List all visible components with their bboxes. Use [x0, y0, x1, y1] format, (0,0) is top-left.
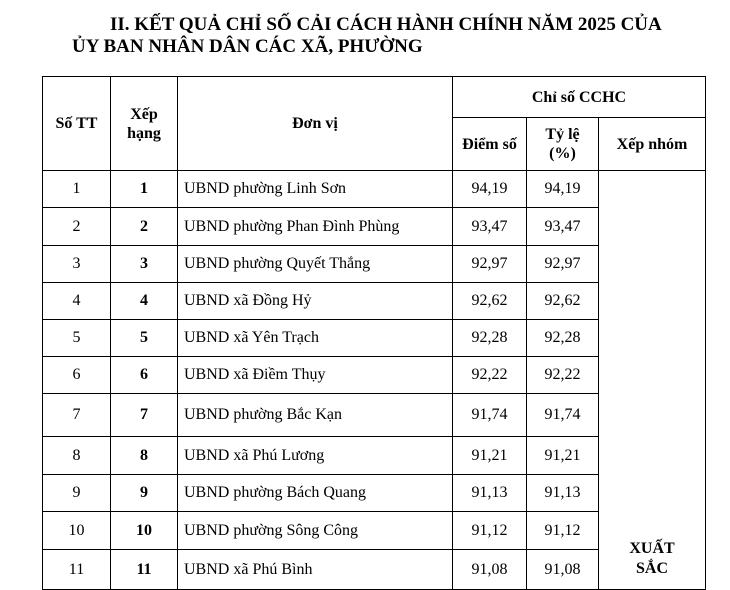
score-cell: 91,08	[452, 549, 527, 590]
ratio-cell: 91,12	[526, 511, 599, 550]
rank-cell: 7	[110, 393, 178, 437]
header-index-group: Chỉ số CCHC	[452, 76, 706, 118]
ratio-cell: 94,19	[526, 170, 599, 208]
stt-cell: 8	[42, 436, 111, 475]
header-group: Xếp nhóm	[598, 117, 706, 171]
ratio-cell: 91,13	[526, 474, 599, 512]
rank-cell: 1	[110, 170, 178, 208]
score-cell: 92,22	[452, 356, 527, 394]
score-cell: 91,12	[452, 511, 527, 550]
score-cell: 91,13	[452, 474, 527, 512]
ratio-cell: 91,74	[526, 393, 599, 437]
table-row: 5 5 UBND xã Yên Trạch 92,28 92,28	[42, 319, 706, 357]
stt-cell: 3	[42, 245, 111, 283]
score-cell: 92,97	[452, 245, 527, 283]
table-row: 7 7 UBND phường Bắc Kạn 91,74 91,74	[42, 393, 706, 437]
ratio-cell: 91,08	[526, 549, 599, 590]
stt-cell: 10	[42, 511, 111, 550]
unit-cell: UBND xã Đồng Hỷ	[177, 282, 453, 320]
unit-cell: UBND phường Phan Đình Phùng	[177, 207, 453, 246]
group-cell: XUẤT SẮC	[598, 170, 706, 590]
ratio-cell: 92,97	[526, 245, 599, 283]
rank-cell: 8	[110, 436, 178, 475]
ratio-cell: 92,22	[526, 356, 599, 394]
ratio-cell: 92,28	[526, 319, 599, 357]
table-row: 10 10 UBND phường Sông Công 91,12 91,12	[42, 511, 706, 550]
score-cell: 93,47	[452, 207, 527, 246]
score-cell: 92,28	[452, 319, 527, 357]
results-table: Số TT Xếp hạng Đơn vị Chỉ số CCHC Điểm s…	[42, 76, 706, 590]
rank-cell: 4	[110, 282, 178, 320]
rank-cell: 11	[110, 549, 178, 590]
stt-cell: 6	[42, 356, 111, 394]
stt-cell: 5	[42, 319, 111, 357]
unit-cell: UBND phường Bách Quang	[177, 474, 453, 512]
rank-cell: 5	[110, 319, 178, 357]
rank-cell: 3	[110, 245, 178, 283]
rank-cell: 6	[110, 356, 178, 394]
unit-cell: UBND phường Quyết Thắng	[177, 245, 453, 283]
header-stt: Số TT	[42, 76, 111, 171]
ratio-cell: 92,62	[526, 282, 599, 320]
table-row: 1 1 UBND phường Linh Sơn 94,19 94,19 XUẤT SẮC	[42, 170, 706, 590]
ratio-cell: 91,21	[526, 436, 599, 475]
unit-cell: UBND xã Yên Trạch	[177, 319, 453, 357]
unit-cell: UBND phường Linh Sơn	[177, 170, 453, 208]
stt-cell: 1	[42, 170, 111, 208]
ratio-cell: 93,47	[526, 207, 599, 246]
stt-cell: 9	[42, 474, 111, 512]
rank-cell: 9	[110, 474, 178, 512]
rank-cell: 2	[110, 207, 178, 246]
score-cell: 91,74	[452, 393, 527, 437]
stt-cell: 7	[42, 393, 111, 437]
section-title: II. KẾT QUẢ CHỈ SỐ CẢI CÁCH HÀNH CHÍNH N…	[0, 14, 730, 58]
stt-cell: 11	[42, 549, 111, 590]
rank-cell: 10	[110, 511, 178, 550]
stt-cell: 4	[42, 282, 111, 320]
score-cell: 94,19	[452, 170, 527, 208]
unit-cell: UBND xã Điềm Thụy	[177, 356, 453, 394]
stt-cell: 2	[42, 207, 111, 246]
section-title-line1: II. KẾT QUẢ CHỈ SỐ CẢI CÁCH HÀNH CHÍNH N…	[110, 14, 662, 35]
table-row: 3 3 UBND phường Quyết Thắng 92,97 92,97	[42, 245, 706, 283]
unit-cell: UBND phường Bắc Kạn	[177, 393, 453, 437]
unit-cell: UBND xã Phú Lương	[177, 436, 453, 475]
header-score: Điểm số	[452, 117, 527, 171]
section-title-line2: ỦY BAN NHÂN DÂN CÁC XÃ, PHƯỜNG	[72, 36, 423, 57]
score-cell: 91,21	[452, 436, 527, 475]
score-cell: 92,62	[452, 282, 527, 320]
header-unit: Đơn vị	[177, 76, 453, 171]
header-ratio: Tỷ lệ (%)	[526, 117, 599, 171]
unit-cell: UBND xã Phú Bình	[177, 549, 453, 590]
header-rank: Xếp hạng	[110, 76, 178, 171]
table-row: 11 11 UBND xã Phú Bình 91,08 91,08	[42, 549, 706, 590]
unit-cell: UBND phường Sông Công	[177, 511, 453, 550]
